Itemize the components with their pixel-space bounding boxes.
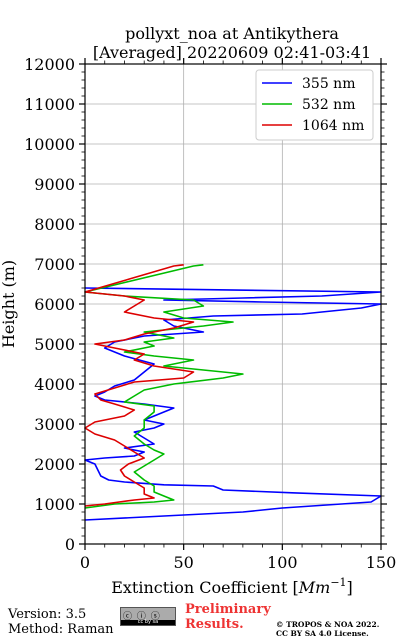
- y-tick-label: 6000: [34, 295, 75, 314]
- preliminary-line-1: Preliminary: [185, 602, 271, 617]
- y-tick-label: 5000: [34, 335, 75, 354]
- copyright-line-2: CC BY SA 4.0 License.: [276, 629, 369, 638]
- legend-label: 355 nm: [302, 76, 355, 92]
- x-axis-label-exponent: −1: [330, 576, 346, 589]
- chart-subtitle: [Averaged] 20220609 02:41-03:41: [93, 43, 371, 62]
- data-series: [84, 264, 382, 521]
- cc-license-badge: ⓒ ⓘ ⓢ cc by sa: [120, 607, 176, 626]
- y-tick-label: 12000: [24, 55, 75, 74]
- extinction-profile-chart: 0100020003000400050006000700080009000100…: [0, 24, 396, 597]
- preliminary-results-notice: Preliminary Results.: [185, 602, 271, 632]
- y-tick-label: 9000: [34, 175, 75, 194]
- legend-box: [255, 69, 374, 141]
- axis-ticks: [79, 58, 387, 550]
- preliminary-line-2: Results.: [185, 617, 244, 632]
- x-axis-label-close: ]: [347, 578, 353, 597]
- y-axis-label: Height (m): [0, 260, 18, 348]
- copyright-line-1: © TROPOS & NOA 2022.: [276, 620, 380, 629]
- series-line-1064-nm: [84, 264, 195, 507]
- x-tick-label: 150: [366, 553, 397, 572]
- x-axis-label: Extinction Coefficient [Mm−1]: [111, 576, 353, 597]
- y-tick-label: 0: [65, 535, 75, 554]
- legend: 355 nm 532 nm 1064 nm: [255, 69, 374, 141]
- y-tick-label: 1000: [34, 495, 75, 514]
- y-tick-label: 4000: [34, 375, 75, 394]
- x-tick-label: 100: [267, 553, 298, 572]
- series-line-532-nm: [84, 264, 244, 509]
- x-tick-label: 50: [173, 553, 193, 572]
- series-line-355-nm: [84, 287, 382, 521]
- copyright-notice: © TROPOS & NOA 2022. CC BY SA 4.0 Licens…: [276, 620, 379, 638]
- x-axis-label-text: Extinction Coefficient [: [111, 578, 299, 597]
- method-label: Method: Raman: [8, 622, 114, 637]
- x-tick-label: 0: [80, 553, 90, 572]
- y-tick-label: 2000: [34, 455, 75, 474]
- y-tick-label: 3000: [34, 415, 75, 434]
- y-tick-label: 7000: [34, 255, 75, 274]
- version-label: Version: 3.5: [8, 607, 87, 622]
- y-tick-label: 11000: [24, 95, 75, 114]
- cc-license-icon: ⓒ ⓘ ⓢ: [123, 612, 161, 622]
- y-tick-label: 8000: [34, 215, 75, 234]
- y-tick-label: 10000: [24, 135, 75, 154]
- legend-label: 532 nm: [302, 97, 355, 113]
- x-axis-label-unit: Mm: [298, 578, 331, 597]
- cc-license-text: cc by sa: [121, 620, 175, 625]
- legend-label: 1064 nm: [302, 118, 364, 134]
- chart-title: pollyxt_noa at Antikythera: [125, 24, 339, 43]
- axis-tick-labels: 0100020003000400050006000700080009000100…: [24, 55, 396, 572]
